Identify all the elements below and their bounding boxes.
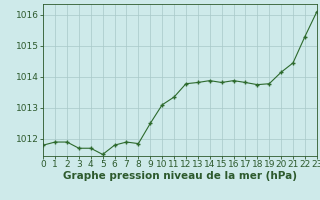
X-axis label: Graphe pression niveau de la mer (hPa): Graphe pression niveau de la mer (hPa) <box>63 171 297 181</box>
